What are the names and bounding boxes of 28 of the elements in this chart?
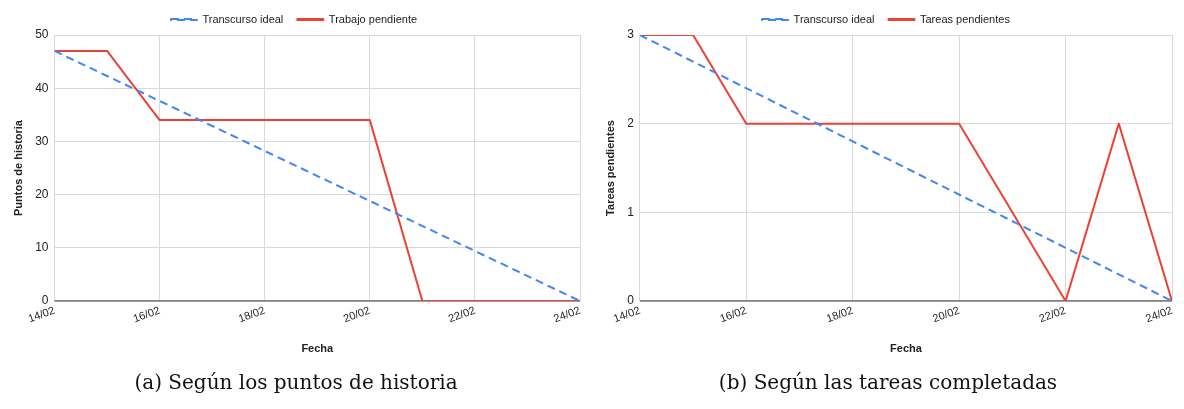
- x-axis-title: Fecha: [890, 342, 923, 355]
- legend-label: Trabajo pendiente: [328, 12, 418, 25]
- y-axis-title: Tareas pendientes: [603, 120, 616, 216]
- x-tick-label: 20/02: [930, 303, 961, 325]
- y-tick-label: 30: [35, 133, 49, 148]
- x-tick-label: 24/02: [551, 303, 582, 325]
- x-tick-label: 22/02: [1037, 303, 1068, 325]
- x-tick-label: 18/02: [236, 303, 267, 325]
- x-tick-label: 16/02: [131, 303, 162, 325]
- y-tick-label: 40: [35, 80, 49, 95]
- y-tick-label: 50: [35, 27, 49, 42]
- x-axis-title: Fecha: [301, 342, 335, 355]
- legend-label: Transcurso ideal: [793, 12, 875, 25]
- y-tick-label: 10: [35, 240, 49, 255]
- x-tick-label: 18/02: [824, 303, 855, 325]
- legend-label: Transcurso ideal: [202, 12, 284, 25]
- text: (b) Según las tareas completadas: [717, 370, 1059, 394]
- legend-label: Tareas pendientes: [920, 12, 1011, 25]
- x-tick-label: 16/02: [718, 303, 749, 325]
- y-tick-label: 2: [627, 115, 635, 130]
- y-tick-label: 1: [627, 204, 635, 219]
- text: (a) Según los puntos de historia: [133, 370, 459, 394]
- x-tick-label: 22/02: [446, 303, 477, 325]
- y-tick-label: 20: [35, 186, 49, 201]
- x-tick-label: 24/02: [1143, 303, 1174, 325]
- x-tick-label: 20/02: [341, 303, 372, 325]
- y-tick-label: 3: [627, 27, 635, 42]
- y-axis-title: Puntos de historia: [11, 119, 24, 216]
